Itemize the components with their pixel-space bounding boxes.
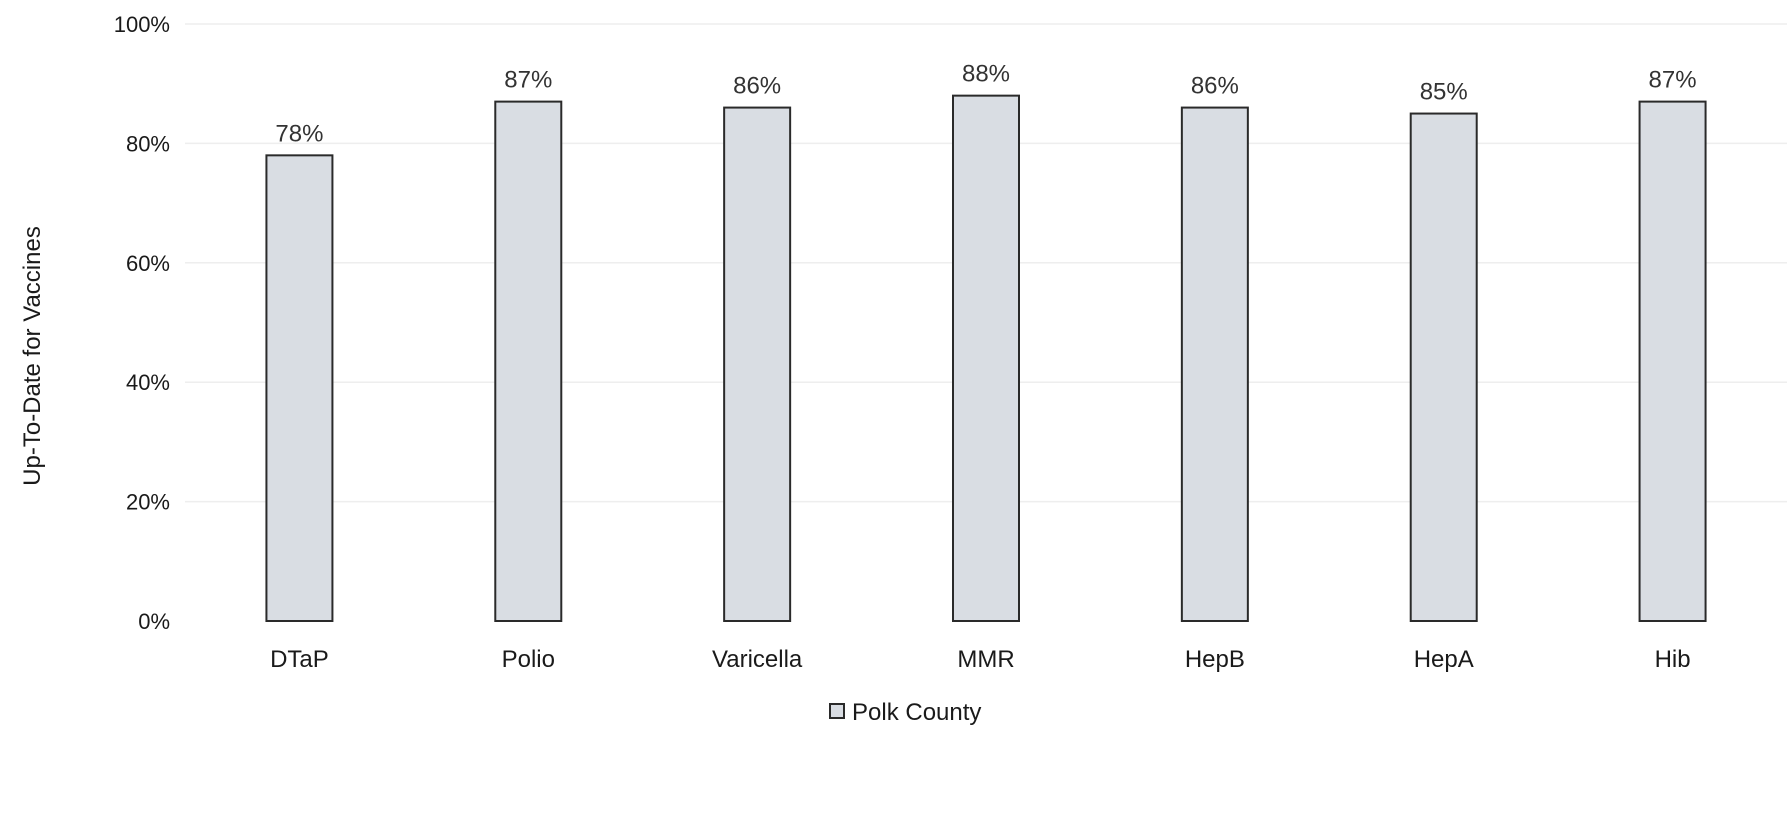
data-label-hib: 87% xyxy=(1649,67,1697,94)
data-label-mmr: 88% xyxy=(962,61,1010,88)
y-tick-label: 100% xyxy=(114,12,170,37)
y-tick-label: 60% xyxy=(126,251,170,276)
y-tick-label: 0% xyxy=(138,609,170,634)
x-category-hepb: HepB xyxy=(1185,646,1245,673)
x-category-hepa: HepA xyxy=(1414,646,1474,673)
bar-hib xyxy=(1638,100,1707,623)
x-category-mmr: MMR xyxy=(957,646,1014,673)
legend-swatch xyxy=(829,703,845,719)
x-category-dtap: DTaP xyxy=(270,646,329,673)
bar-hepb xyxy=(1180,106,1249,622)
y-axis-title: Up-To-Date for Vaccines xyxy=(19,226,46,486)
x-category-varicella: Varicella xyxy=(712,646,803,673)
y-tick-label: 20% xyxy=(126,490,170,515)
data-label-polio: 87% xyxy=(504,67,552,94)
x-category-polio: Polio xyxy=(502,646,555,673)
data-label-varicella: 86% xyxy=(733,73,781,100)
x-category-hib: Hib xyxy=(1655,646,1691,673)
bar-hepa xyxy=(1409,112,1478,623)
data-label-hepa: 85% xyxy=(1420,79,1468,106)
data-labels: 78% 87% 86% 88% 86% 85% 87% xyxy=(275,61,1696,148)
bar-polio xyxy=(494,100,563,623)
legend: Polk County xyxy=(829,699,981,726)
data-label-dtap: 78% xyxy=(275,120,323,147)
bar-varicella xyxy=(723,106,792,622)
bar-dtap xyxy=(265,154,334,622)
data-label-hepb: 86% xyxy=(1191,73,1239,100)
x-axis-categories: DTaP Polio Varicella MMR HepB HepA Hib xyxy=(270,646,1690,673)
y-tick-label: 80% xyxy=(126,131,170,156)
y-tick-label: 40% xyxy=(126,370,170,395)
bars xyxy=(265,94,1707,623)
legend-label-polk-county: Polk County xyxy=(852,699,981,726)
y-axis-ticks: 0% 20% 40% 60% 80% 100% xyxy=(114,12,170,634)
bar-mmr xyxy=(952,94,1020,622)
